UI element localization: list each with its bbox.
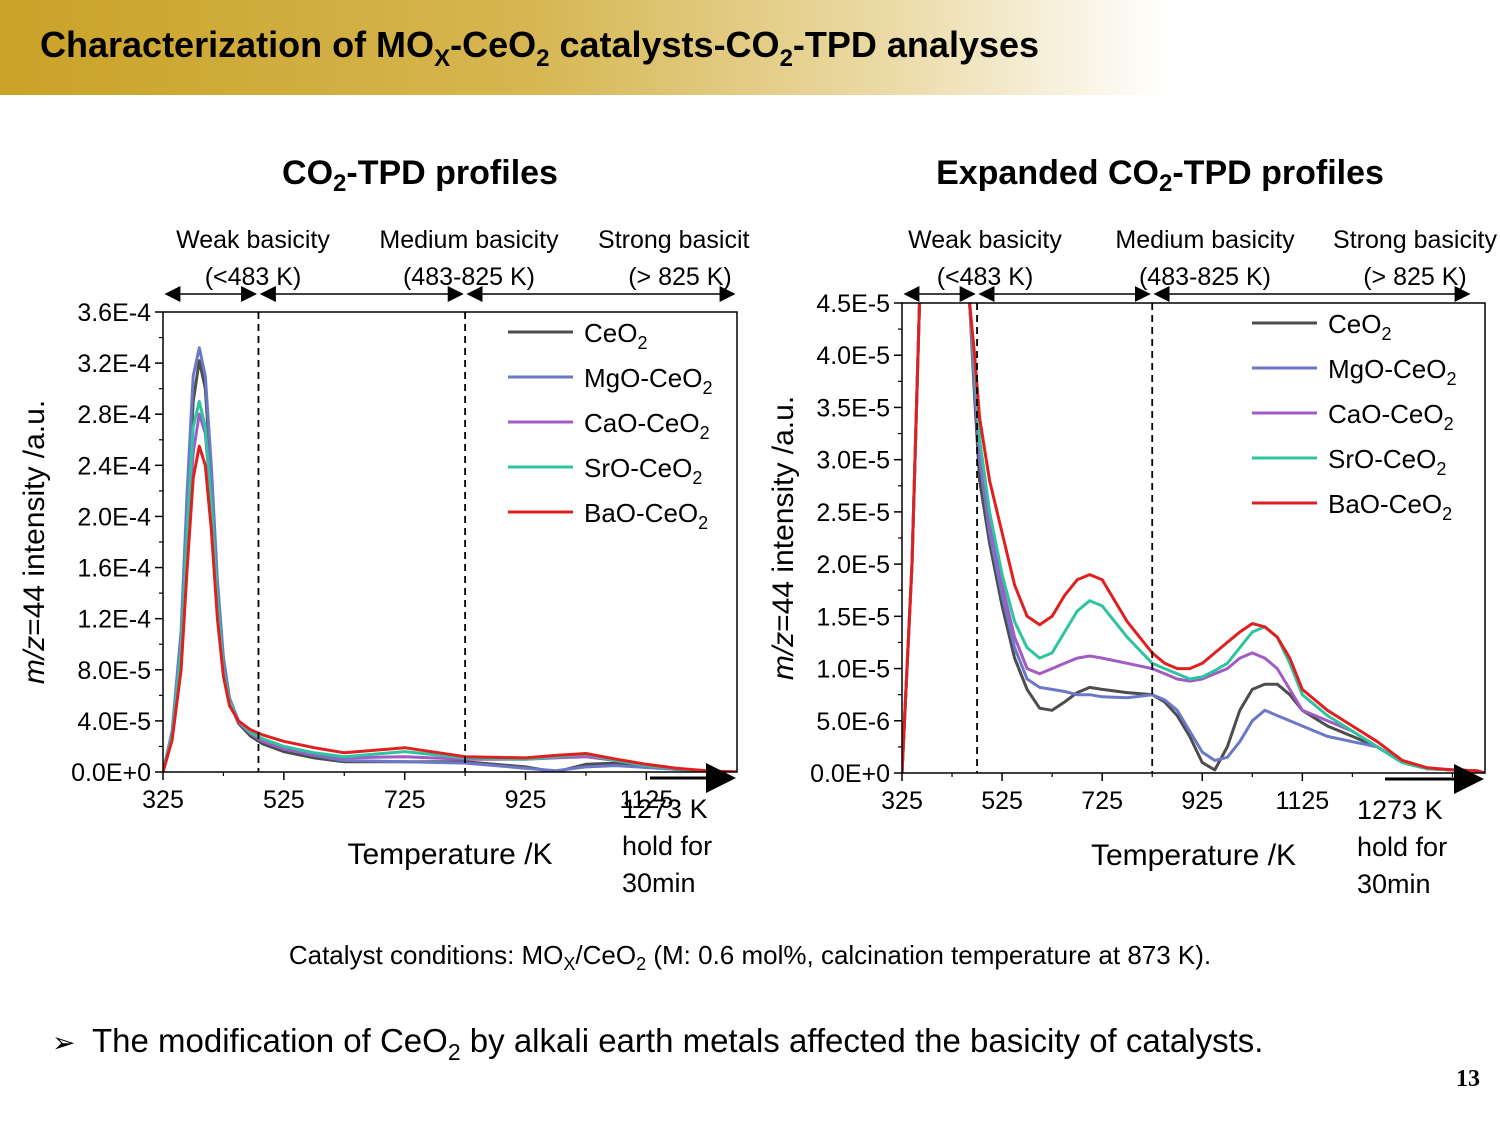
x-axis-label: Temperature /K [347,838,552,871]
legend-label: MgO-CeO2 [1328,354,1456,389]
x-tick-label: 1125 [619,786,673,814]
slide-title: Characterization of MOX-CeO2 catalysts-C… [40,24,1040,72]
legend-label: SrO-CeO2 [584,453,702,488]
y-tick-label: 1.5E-5 [816,603,890,631]
y-tick-label: 0.0E+0 [810,760,890,788]
x-tick-label: 925 [505,786,547,814]
region-label: Medium basicity [379,226,559,254]
title-banner [0,0,1170,95]
x-tick-label: 725 [1081,787,1123,815]
chart-title: CO2-TPD profiles [282,154,558,197]
region-range: (<483 K) [937,263,1034,291]
legend-label: CaO-CeO2 [1328,399,1454,434]
x-tick-label: 925 [1181,787,1223,815]
legend-label: SrO-CeO2 [1328,444,1446,479]
y-tick-label: 4.0E-5 [77,708,151,736]
y-tick-label: 3.0E-5 [816,447,890,475]
region-label: Weak basicity [908,226,1062,254]
tpd-profiles-chart: CO2-TPD profiles Weak basicity (<483 K) Med… [18,154,750,898]
hold-note: hold for [1357,832,1447,862]
arrow-bullet-icon: ➢ [52,1027,76,1058]
y-tick-label: 4.0E-5 [816,342,890,370]
catalyst-conditions-caption: Catalyst conditions: MOX/CeO2 (M: 0.6 mo… [288,940,1212,974]
y-tick-label: 1.0E-5 [816,656,890,684]
hold-note: 1273 K [622,794,708,824]
chart-title: Expanded CO2-TPD profiles [936,154,1384,197]
series-line [163,359,737,772]
y-tick-label: 4.5E-5 [816,290,890,318]
hold-note: hold for [622,831,712,861]
region-range: (> 825 K) [628,263,732,291]
legend-label: CaO-CeO2 [584,408,710,443]
x-axis-label: Temperature /K [1091,839,1296,872]
hold-note: 30min [1357,869,1431,899]
y-tick-label: 2.4E-4 [77,452,151,480]
y-tick-label: 2.0E-4 [77,503,151,531]
series-line [902,303,1485,773]
y-tick-label: 3.6E-4 [77,299,151,327]
conclusion-bullet: ➢ The modification of CeO2 by alkali eart… [52,1022,1264,1065]
page-number: 13 [1456,1066,1480,1092]
legend-label: MgO-CeO2 [584,363,712,398]
y-tick-label: 3.2E-4 [77,350,151,378]
region-range: (> 825 K) [1363,263,1467,291]
y-tick-label: 2.0E-5 [816,551,890,579]
series-line [163,444,737,772]
y-tick-label: 2.5E-5 [816,499,890,527]
region-range: (<483 K) [205,263,302,291]
y-tick-label: 0.0E+0 [71,759,151,787]
expanded-tpd-profiles-chart: Expanded CO2-TPD profiles Weak basicity (<… [767,154,1497,899]
hold-note: 1273 K [1357,795,1443,825]
y-axis-label: m/z=44 intensity /a.u. [18,400,51,684]
legend-label: BaO-CeO2 [584,498,708,533]
legend-label: BaO-CeO2 [1328,489,1452,524]
x-tick-label: 1125 [1275,787,1329,815]
legend-label: CeO2 [584,318,647,353]
x-tick-label: 325 [142,786,184,814]
hold-note: 30min [622,868,696,898]
x-tick-label: 325 [881,787,923,815]
y-axis-label: m/z=44 intensity /a.u. [767,396,800,680]
region-label: Strong basicity [1333,226,1497,254]
x-tick-label: 525 [981,787,1023,815]
region-range: (483-825 K) [1139,263,1271,291]
y-tick-label: 2.8E-4 [77,401,151,429]
x-tick-label: 725 [384,786,426,814]
y-tick-label: 1.6E-4 [77,555,151,583]
region-label: Strong basicity [598,226,750,254]
x-tick-label: 525 [263,786,305,814]
region-label: Medium basicity [1115,226,1295,254]
y-tick-label: 1.2E-4 [77,606,151,634]
y-tick-label: 3.5E-5 [816,394,890,422]
y-tick-label: 5.0E-6 [816,708,890,736]
region-range: (483-825 K) [403,263,535,291]
y-tick-label: 8.0E-5 [77,657,151,685]
region-label: Weak basicity [176,226,330,254]
legend-label: CeO2 [1328,309,1391,344]
